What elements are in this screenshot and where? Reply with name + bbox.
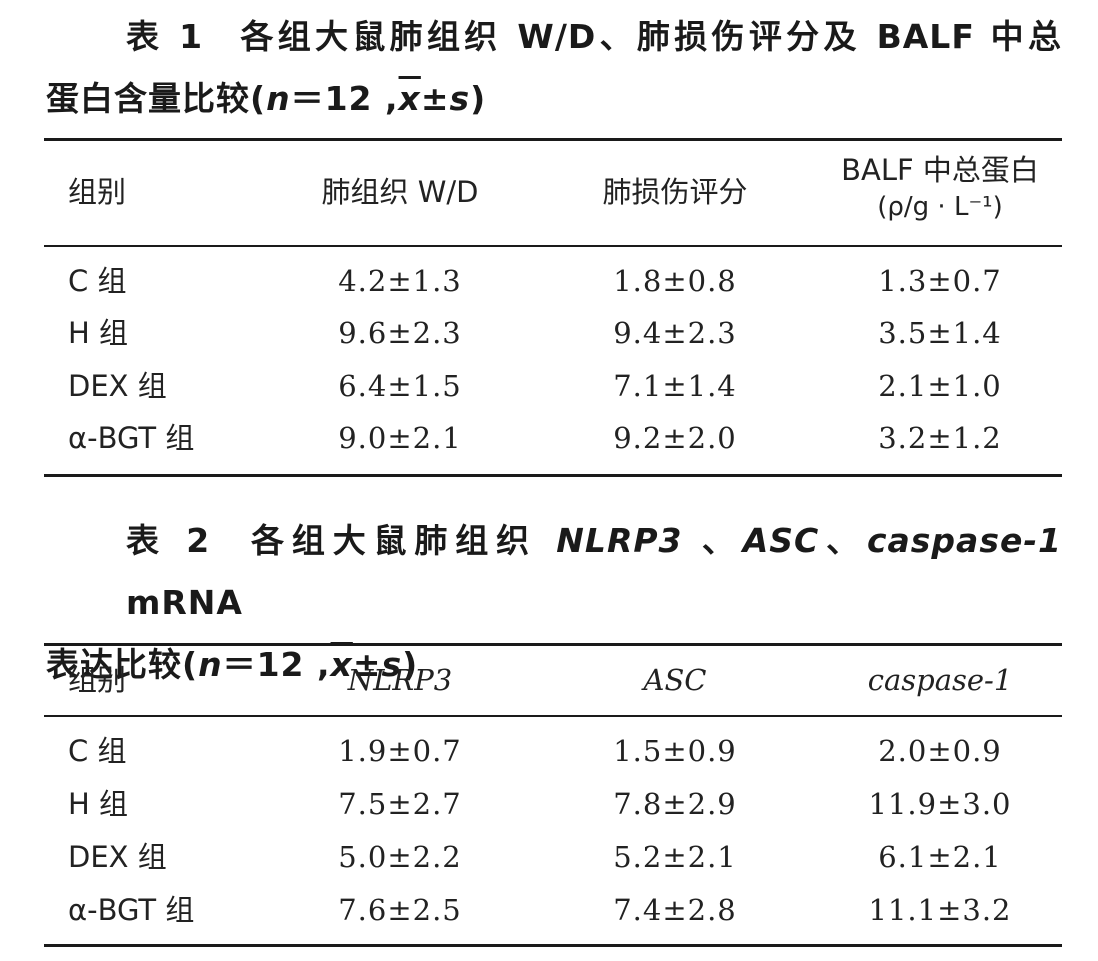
table1-n-value: ＝12 ,: [290, 79, 399, 118]
table2-xbar: x: [330, 645, 353, 684]
table2-title-pre: 各组大鼠肺组织: [244, 521, 557, 560]
table2-gene3: caspase-1: [866, 521, 1062, 560]
table2-bottom-rule: [44, 944, 1062, 947]
table1-xbar: x: [398, 79, 421, 118]
table1-pm: ±: [420, 79, 450, 118]
table2-close: ): [402, 645, 419, 684]
table2-row3-nlrp3: 5.0±2.2: [338, 840, 462, 874]
table1-n-label: n: [266, 79, 291, 118]
table1-s-label: s: [449, 79, 471, 118]
table1-row3-score: 7.1±1.4: [613, 369, 737, 403]
table2-row1-asc: 1.5±0.9: [613, 734, 737, 768]
table1-row4-wd: 9.0±2.1: [338, 421, 462, 455]
table1-header-protein-label: BALF 中总蛋白: [841, 153, 1039, 187]
table1-title-line1: 各组大鼠肺组织 W/D、肺损伤评分及 BALF 中总: [237, 17, 1063, 56]
table2-mid-rule: [44, 715, 1062, 717]
table2-row2-group: H 组: [68, 787, 129, 821]
table2-row3-group: DEX 组: [68, 840, 167, 874]
table2-row4-casp: 11.1±3.2: [868, 893, 1012, 927]
table1-top-rule: [44, 138, 1062, 141]
table1-row2-protein: 3.5±1.4: [878, 316, 1002, 350]
table1-header-score: 肺损伤评分: [602, 175, 748, 209]
table1-caption-line1: 表 1 各组大鼠肺组织 W/D、肺损伤评分及 BALF 中总: [46, 6, 1062, 68]
table1-header-group: 组别: [68, 175, 127, 209]
table1-row4-group: α-BGT 组: [68, 421, 195, 455]
table1-header-protein: BALF 中总蛋白 (ρ/g · L⁻¹): [810, 150, 1070, 224]
table1-row1-wd: 4.2±1.3: [338, 264, 462, 298]
table2-header-group: 组别: [68, 663, 127, 697]
table2-caption-line1: 表 2 各组大鼠肺组织 NLRP3 、ASC、caspase-1 mRNA: [46, 510, 1062, 634]
table1-caption: 表 1 各组大鼠肺组织 W/D、肺损伤评分及 BALF 中总 蛋白含量比较(n＝1…: [46, 6, 1062, 130]
table1-row2-group: H 组: [68, 316, 129, 350]
table1-row4-protein: 3.2±1.2: [878, 421, 1002, 455]
table2-header-caspase: caspase-1: [867, 663, 1013, 697]
table2-title-post: mRNA: [126, 583, 243, 622]
table1-row3-group: DEX 组: [68, 369, 167, 403]
table2-title-line2: 表达比较(: [46, 645, 199, 684]
table2-top-rule: [44, 643, 1062, 646]
table2-pm: ±: [352, 645, 382, 684]
table1-row4-score: 9.2±2.0: [613, 421, 737, 455]
table2-row1-nlrp3: 1.9±0.7: [338, 734, 462, 768]
table2-row3-casp: 6.1±2.1: [878, 840, 1002, 874]
table2-caption-line2: 表达比较(n＝12 ,x±s): [46, 634, 1062, 696]
table1-mid-rule: [44, 245, 1062, 247]
table2-row4-group: α-BGT 组: [68, 893, 195, 927]
table2-sep1: 、: [682, 521, 743, 560]
table2-row2-casp: 11.9±3.0: [868, 787, 1012, 821]
table2-row1-group: C 组: [68, 734, 127, 768]
table1-bottom-rule: [44, 474, 1062, 477]
table2-header-nlrp3: NLRP3: [347, 663, 453, 697]
table2-caption: 表 2 各组大鼠肺组织 NLRP3 、ASC、caspase-1 mRNA 表达比…: [46, 510, 1062, 696]
table2-number: 表 2: [126, 521, 211, 560]
table2-row2-nlrp3: 7.5±2.7: [338, 787, 462, 821]
table2-gene2: ASC: [742, 521, 820, 560]
table1-row1-protein: 1.3±0.7: [878, 264, 1002, 298]
table1-caption-line2: 蛋白含量比较(n＝12 ,x±s): [46, 68, 1062, 130]
table2-sep2: 、: [819, 521, 867, 560]
table1-row3-protein: 2.1±1.0: [878, 369, 1002, 403]
table2-header-asc: ASC: [643, 663, 707, 697]
table2-row1-casp: 2.0±0.9: [878, 734, 1002, 768]
table2-row2-asc: 7.8±2.9: [613, 787, 737, 821]
table2-gene1: NLRP3: [556, 521, 683, 560]
table1-row2-score: 9.4±2.3: [613, 316, 737, 350]
table2-n-value: ＝12 ,: [222, 645, 331, 684]
table2-s-label: s: [381, 645, 403, 684]
table1-row1-score: 1.8±0.8: [613, 264, 737, 298]
table1-header-wd: 肺组织 W/D: [321, 175, 479, 209]
table2-n-label: n: [198, 645, 223, 684]
table1-close: ): [470, 79, 487, 118]
table1-title-line2: 蛋白含量比较(: [46, 79, 267, 118]
table1-number: 表 1: [126, 17, 204, 56]
table1-row1-group: C 组: [68, 264, 127, 298]
table1-row3-wd: 6.4±1.5: [338, 369, 462, 403]
table2-row3-asc: 5.2±2.1: [613, 840, 737, 874]
table2-row4-nlrp3: 7.6±2.5: [338, 893, 462, 927]
table2-row4-asc: 7.4±2.8: [613, 893, 737, 927]
table1-row2-wd: 9.6±2.3: [338, 316, 462, 350]
table1-header-protein-unit: (ρ/g · L⁻¹): [877, 192, 1003, 222]
